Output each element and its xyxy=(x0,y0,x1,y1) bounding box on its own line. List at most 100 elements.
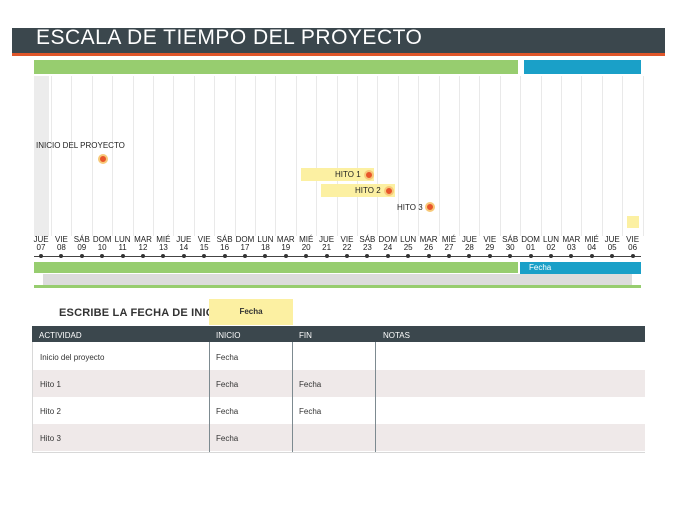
table-col-divider xyxy=(209,342,210,452)
axis-tick-dot xyxy=(630,254,635,258)
day-label: VIE 29 xyxy=(480,236,500,252)
day-label: MAR 03 xyxy=(561,236,581,252)
axis-tick-dot xyxy=(385,254,390,258)
cell-actividad[interactable]: Hito 2 xyxy=(40,407,61,416)
day-label: VIE 08 xyxy=(51,236,71,252)
day-number: 13 xyxy=(158,243,168,252)
day-weekday: MAR xyxy=(276,235,295,244)
day-weekday: JUE xyxy=(461,235,477,244)
day-number: 23 xyxy=(362,243,372,252)
day-label: MIÉ 20 xyxy=(296,236,316,252)
day-label: DOM 17 xyxy=(235,236,255,252)
day-label: JUE 21 xyxy=(317,236,337,252)
day-number: 19 xyxy=(281,243,291,252)
axis-tick-dot xyxy=(263,254,268,258)
day-label: LUN 18 xyxy=(255,236,275,252)
grid-line xyxy=(459,76,460,236)
cell-inicio[interactable]: Fecha xyxy=(216,353,239,362)
cell-inicio[interactable]: Fecha xyxy=(216,407,239,416)
axis-tick-dot xyxy=(202,254,207,258)
day-label: LUN 11 xyxy=(113,236,133,252)
axis-tick-dot xyxy=(324,254,329,258)
grid-line xyxy=(377,76,379,236)
day-weekday: VIE xyxy=(54,235,68,244)
day-label: DOM 24 xyxy=(378,236,398,252)
header-fin: FIN xyxy=(299,331,312,340)
axis-tick-dot xyxy=(549,254,553,258)
axis-tick-dot xyxy=(39,254,43,258)
day-weekday: SÁB xyxy=(359,235,376,244)
day-label: JUE 07 xyxy=(31,236,51,252)
day-weekday: MAR xyxy=(419,235,438,244)
day-label: VIE 15 xyxy=(194,236,214,252)
axis-tick-dot xyxy=(589,254,594,258)
day-number: 08 xyxy=(56,243,66,252)
grid-line xyxy=(561,76,562,236)
timeline-top-blue-bar xyxy=(524,60,641,74)
day-label: MAR 19 xyxy=(276,236,296,252)
axis-tick-dot xyxy=(406,254,411,258)
table-left-border xyxy=(32,342,33,452)
day-weekday: JUE xyxy=(176,235,192,244)
grid-line xyxy=(91,76,93,236)
day-number: 02 xyxy=(546,243,556,252)
grid-line xyxy=(51,76,52,236)
day-label: DOM 01 xyxy=(521,236,541,252)
milestone-3-dot xyxy=(425,202,435,212)
timeline-bottom-green-bar xyxy=(34,262,518,273)
day-number: 30 xyxy=(505,243,515,252)
day-number: 14 xyxy=(179,243,189,252)
day-label: JUE 14 xyxy=(174,236,194,252)
grid-line xyxy=(499,76,501,236)
day-number: 28 xyxy=(464,243,474,252)
cell-inicio[interactable]: Fecha xyxy=(216,434,239,443)
day-label: DOM 10 xyxy=(92,236,112,252)
axis-tick-dot xyxy=(141,254,145,258)
milestone-1-bar xyxy=(301,168,374,181)
day-label: JUE 28 xyxy=(459,236,479,252)
day-number: 03 xyxy=(566,243,576,252)
table-row xyxy=(32,397,645,424)
cell-fin[interactable]: Fecha xyxy=(299,380,322,389)
day-number: 25 xyxy=(403,243,413,252)
day-label: SÁB 09 xyxy=(72,236,92,252)
day-weekday: LUN xyxy=(542,235,559,244)
axis-tick-dot xyxy=(222,254,227,258)
cell-actividad[interactable]: Hito 1 xyxy=(40,380,61,389)
axis-tick-dot xyxy=(304,254,309,258)
day-label: MIÉ 27 xyxy=(439,236,459,252)
grid-line xyxy=(581,76,583,236)
day-weekday: JUE xyxy=(33,235,49,244)
milestone-2-label: HITO 2 xyxy=(355,186,381,195)
day-label: JUE 05 xyxy=(602,236,622,252)
axis-tick-dot xyxy=(447,254,451,258)
day-weekday: MIÉ xyxy=(584,235,599,244)
timeline-bottom-blue-label: Fecha xyxy=(529,263,552,272)
timeline-scrollbar[interactable] xyxy=(43,274,632,285)
timeline-end-marker xyxy=(627,216,639,228)
day-weekday: LUN xyxy=(114,235,131,244)
grid-line xyxy=(601,76,603,236)
day-number: 11 xyxy=(118,243,127,252)
day-number: 22 xyxy=(342,243,352,252)
cell-actividad[interactable]: Inicio del proyecto xyxy=(40,353,105,362)
grid-line xyxy=(153,76,154,236)
grid-line xyxy=(520,76,522,236)
start-date-input[interactable]: Fecha xyxy=(209,299,293,325)
cell-inicio[interactable]: Fecha xyxy=(216,380,239,389)
cell-fin[interactable]: Fecha xyxy=(299,407,322,416)
grid-line xyxy=(397,76,399,236)
axis-tick-dot xyxy=(426,254,431,258)
day-number: 27 xyxy=(444,243,454,252)
day-weekday: MIÉ xyxy=(156,235,171,244)
cell-actividad[interactable]: Hito 3 xyxy=(40,434,61,443)
axis-tick-dot xyxy=(181,254,186,258)
grid-line xyxy=(336,76,338,236)
header-notas: NOTAS xyxy=(383,331,410,340)
milestone-start-label: INICIO DEL PROYECTO xyxy=(36,141,125,150)
day-weekday: VIE xyxy=(483,235,497,244)
table-col-divider xyxy=(375,342,376,452)
day-label: SÁB 23 xyxy=(357,236,377,252)
day-weekday: MAR xyxy=(134,235,152,244)
table-row xyxy=(32,424,645,451)
